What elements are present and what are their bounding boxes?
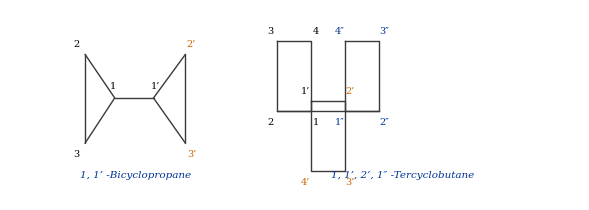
Text: 1: 1 [312,118,319,127]
Text: 3: 3 [267,27,274,36]
Text: 1, 1’, 2’, 1″ -Tercyclobutane: 1, 1’, 2’, 1″ -Tercyclobutane [330,171,474,180]
Text: 3’: 3’ [345,177,355,186]
Text: 2’: 2’ [187,40,196,49]
Text: 1’: 1’ [151,82,160,91]
Text: 4’: 4’ [300,177,310,186]
Text: 4″: 4″ [335,27,344,36]
Text: 4: 4 [312,27,319,36]
Text: 2″: 2″ [379,118,389,127]
Text: 3’: 3’ [187,150,196,159]
Text: 3: 3 [74,150,80,159]
Text: 2: 2 [267,118,274,127]
Text: 1’: 1’ [300,87,310,96]
Text: 1, 1’ -Bicyclopropane: 1, 1’ -Bicyclopropane [80,171,191,180]
Text: 1″: 1″ [335,118,344,127]
Text: 3″: 3″ [379,27,389,36]
Text: 2: 2 [74,40,80,49]
Text: 1: 1 [110,82,117,91]
Text: 2’: 2’ [345,87,355,96]
